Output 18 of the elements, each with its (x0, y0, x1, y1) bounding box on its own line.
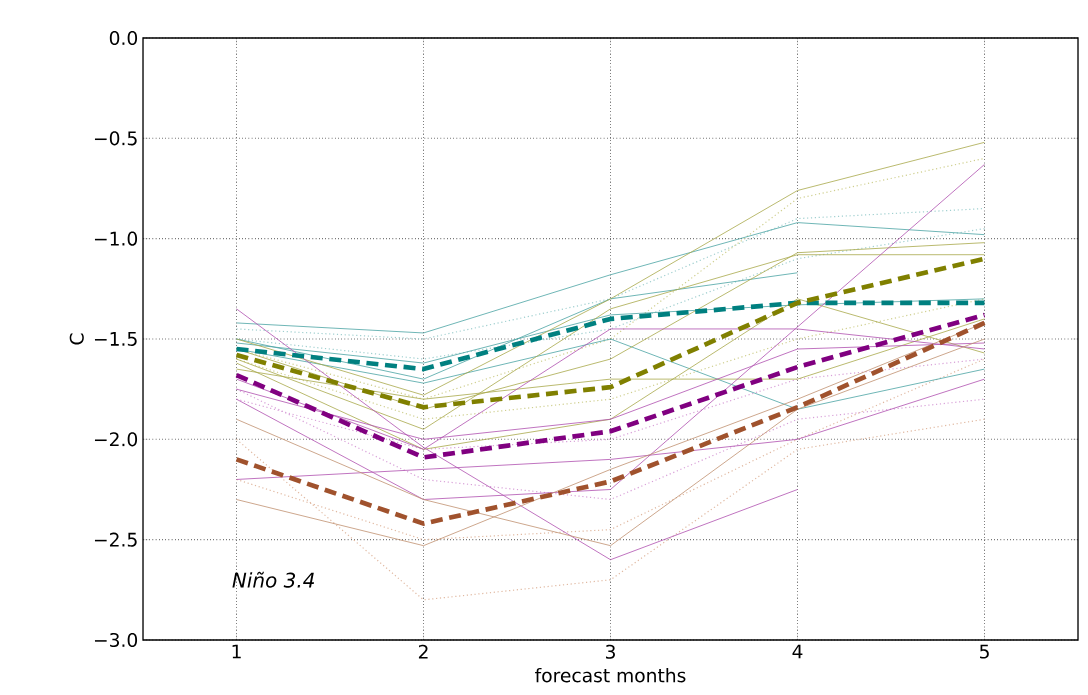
y-tick-label: −3.0 (94, 632, 138, 648)
annotation: Niño 3.4 (232, 571, 315, 588)
x-tick-label: 3 (605, 644, 615, 659)
y-axis-title: C (69, 333, 84, 345)
x-tick-label: 2 (418, 644, 428, 659)
line-series (234, 312, 987, 460)
line-series (236, 298, 985, 450)
y-tick-label: −2.0 (94, 432, 138, 447)
y-tick-label: −1.0 (94, 231, 138, 246)
y-tick-label: −0.5 (94, 131, 137, 146)
y-tick-label: −1.5 (94, 332, 137, 346)
x-axis-title: forecast months (535, 667, 686, 683)
line-series (236, 222, 985, 334)
x-tick-label: 1 (232, 644, 241, 659)
y-tick-label: 0.0 (109, 30, 138, 46)
y-tick-label: −2.5 (94, 532, 137, 547)
x-tick-label: 4 (792, 644, 803, 659)
x-tick-label: 5 (980, 644, 989, 659)
